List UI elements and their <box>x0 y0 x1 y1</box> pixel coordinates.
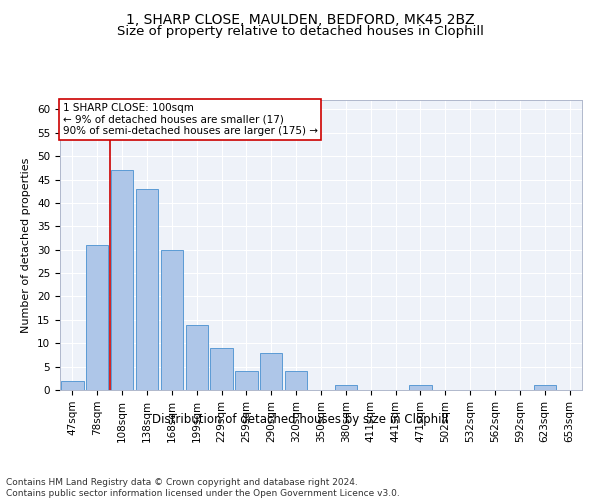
Bar <box>533 386 556 390</box>
Bar <box>86 245 109 390</box>
Bar <box>335 386 357 390</box>
Text: Size of property relative to detached houses in Clophill: Size of property relative to detached ho… <box>116 25 484 38</box>
Bar <box>409 386 431 390</box>
Bar <box>235 372 257 390</box>
Y-axis label: Number of detached properties: Number of detached properties <box>22 158 31 332</box>
Bar <box>260 352 283 390</box>
Bar <box>211 348 233 390</box>
Bar <box>61 380 83 390</box>
Bar <box>161 250 183 390</box>
Bar <box>111 170 133 390</box>
Text: 1, SHARP CLOSE, MAULDEN, BEDFORD, MK45 2BZ: 1, SHARP CLOSE, MAULDEN, BEDFORD, MK45 2… <box>125 12 475 26</box>
Text: Contains HM Land Registry data © Crown copyright and database right 2024.
Contai: Contains HM Land Registry data © Crown c… <box>6 478 400 498</box>
Bar <box>185 324 208 390</box>
Bar <box>136 189 158 390</box>
Text: 1 SHARP CLOSE: 100sqm
← 9% of detached houses are smaller (17)
90% of semi-detac: 1 SHARP CLOSE: 100sqm ← 9% of detached h… <box>62 103 317 136</box>
Text: Distribution of detached houses by size in Clophill: Distribution of detached houses by size … <box>152 412 448 426</box>
Bar <box>285 372 307 390</box>
